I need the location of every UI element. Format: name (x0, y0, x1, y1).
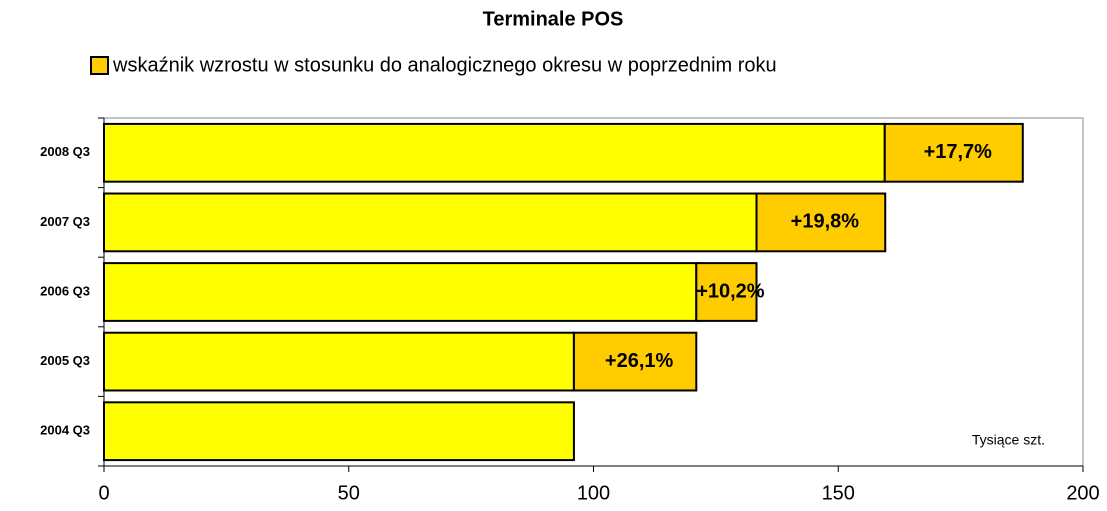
bar-segment (103, 192, 758, 253)
x-tick-label: 50 (338, 482, 360, 504)
bar-segment (103, 122, 886, 183)
y-tick-label: 2006 Q3 (40, 283, 90, 298)
bar-segment (883, 122, 1024, 183)
y-tick-label: 2008 Q3 (40, 144, 90, 159)
y-tick-label: 2004 Q3 (40, 423, 90, 438)
bar-segment (755, 192, 887, 253)
x-tick-label: 100 (577, 482, 610, 504)
y-tick-label: 2005 Q3 (40, 353, 90, 368)
bar-segment (103, 331, 575, 392)
legend-label: wskaźnik wzrostu w stosunku do analogicz… (112, 54, 777, 76)
x-tick-label: 0 (98, 482, 109, 504)
y-tick-label: 2007 Q3 (40, 214, 90, 229)
bar-segment (572, 331, 698, 392)
unit-note: Tysiące szt. (972, 432, 1045, 448)
growth-label: +10,2% (696, 280, 765, 302)
bar-segment (103, 262, 698, 322)
growth-label: +26,1% (605, 350, 674, 372)
x-tick-label: 150 (822, 482, 855, 504)
bar-segment (695, 262, 758, 322)
growth-label: +17,7% (924, 141, 993, 163)
chart-title: Terminale POS (483, 8, 624, 30)
legend-swatch (90, 56, 109, 75)
growth-label: +19,8% (791, 211, 860, 233)
bar-segment (103, 401, 575, 462)
x-tick-label: 200 (1066, 482, 1099, 504)
